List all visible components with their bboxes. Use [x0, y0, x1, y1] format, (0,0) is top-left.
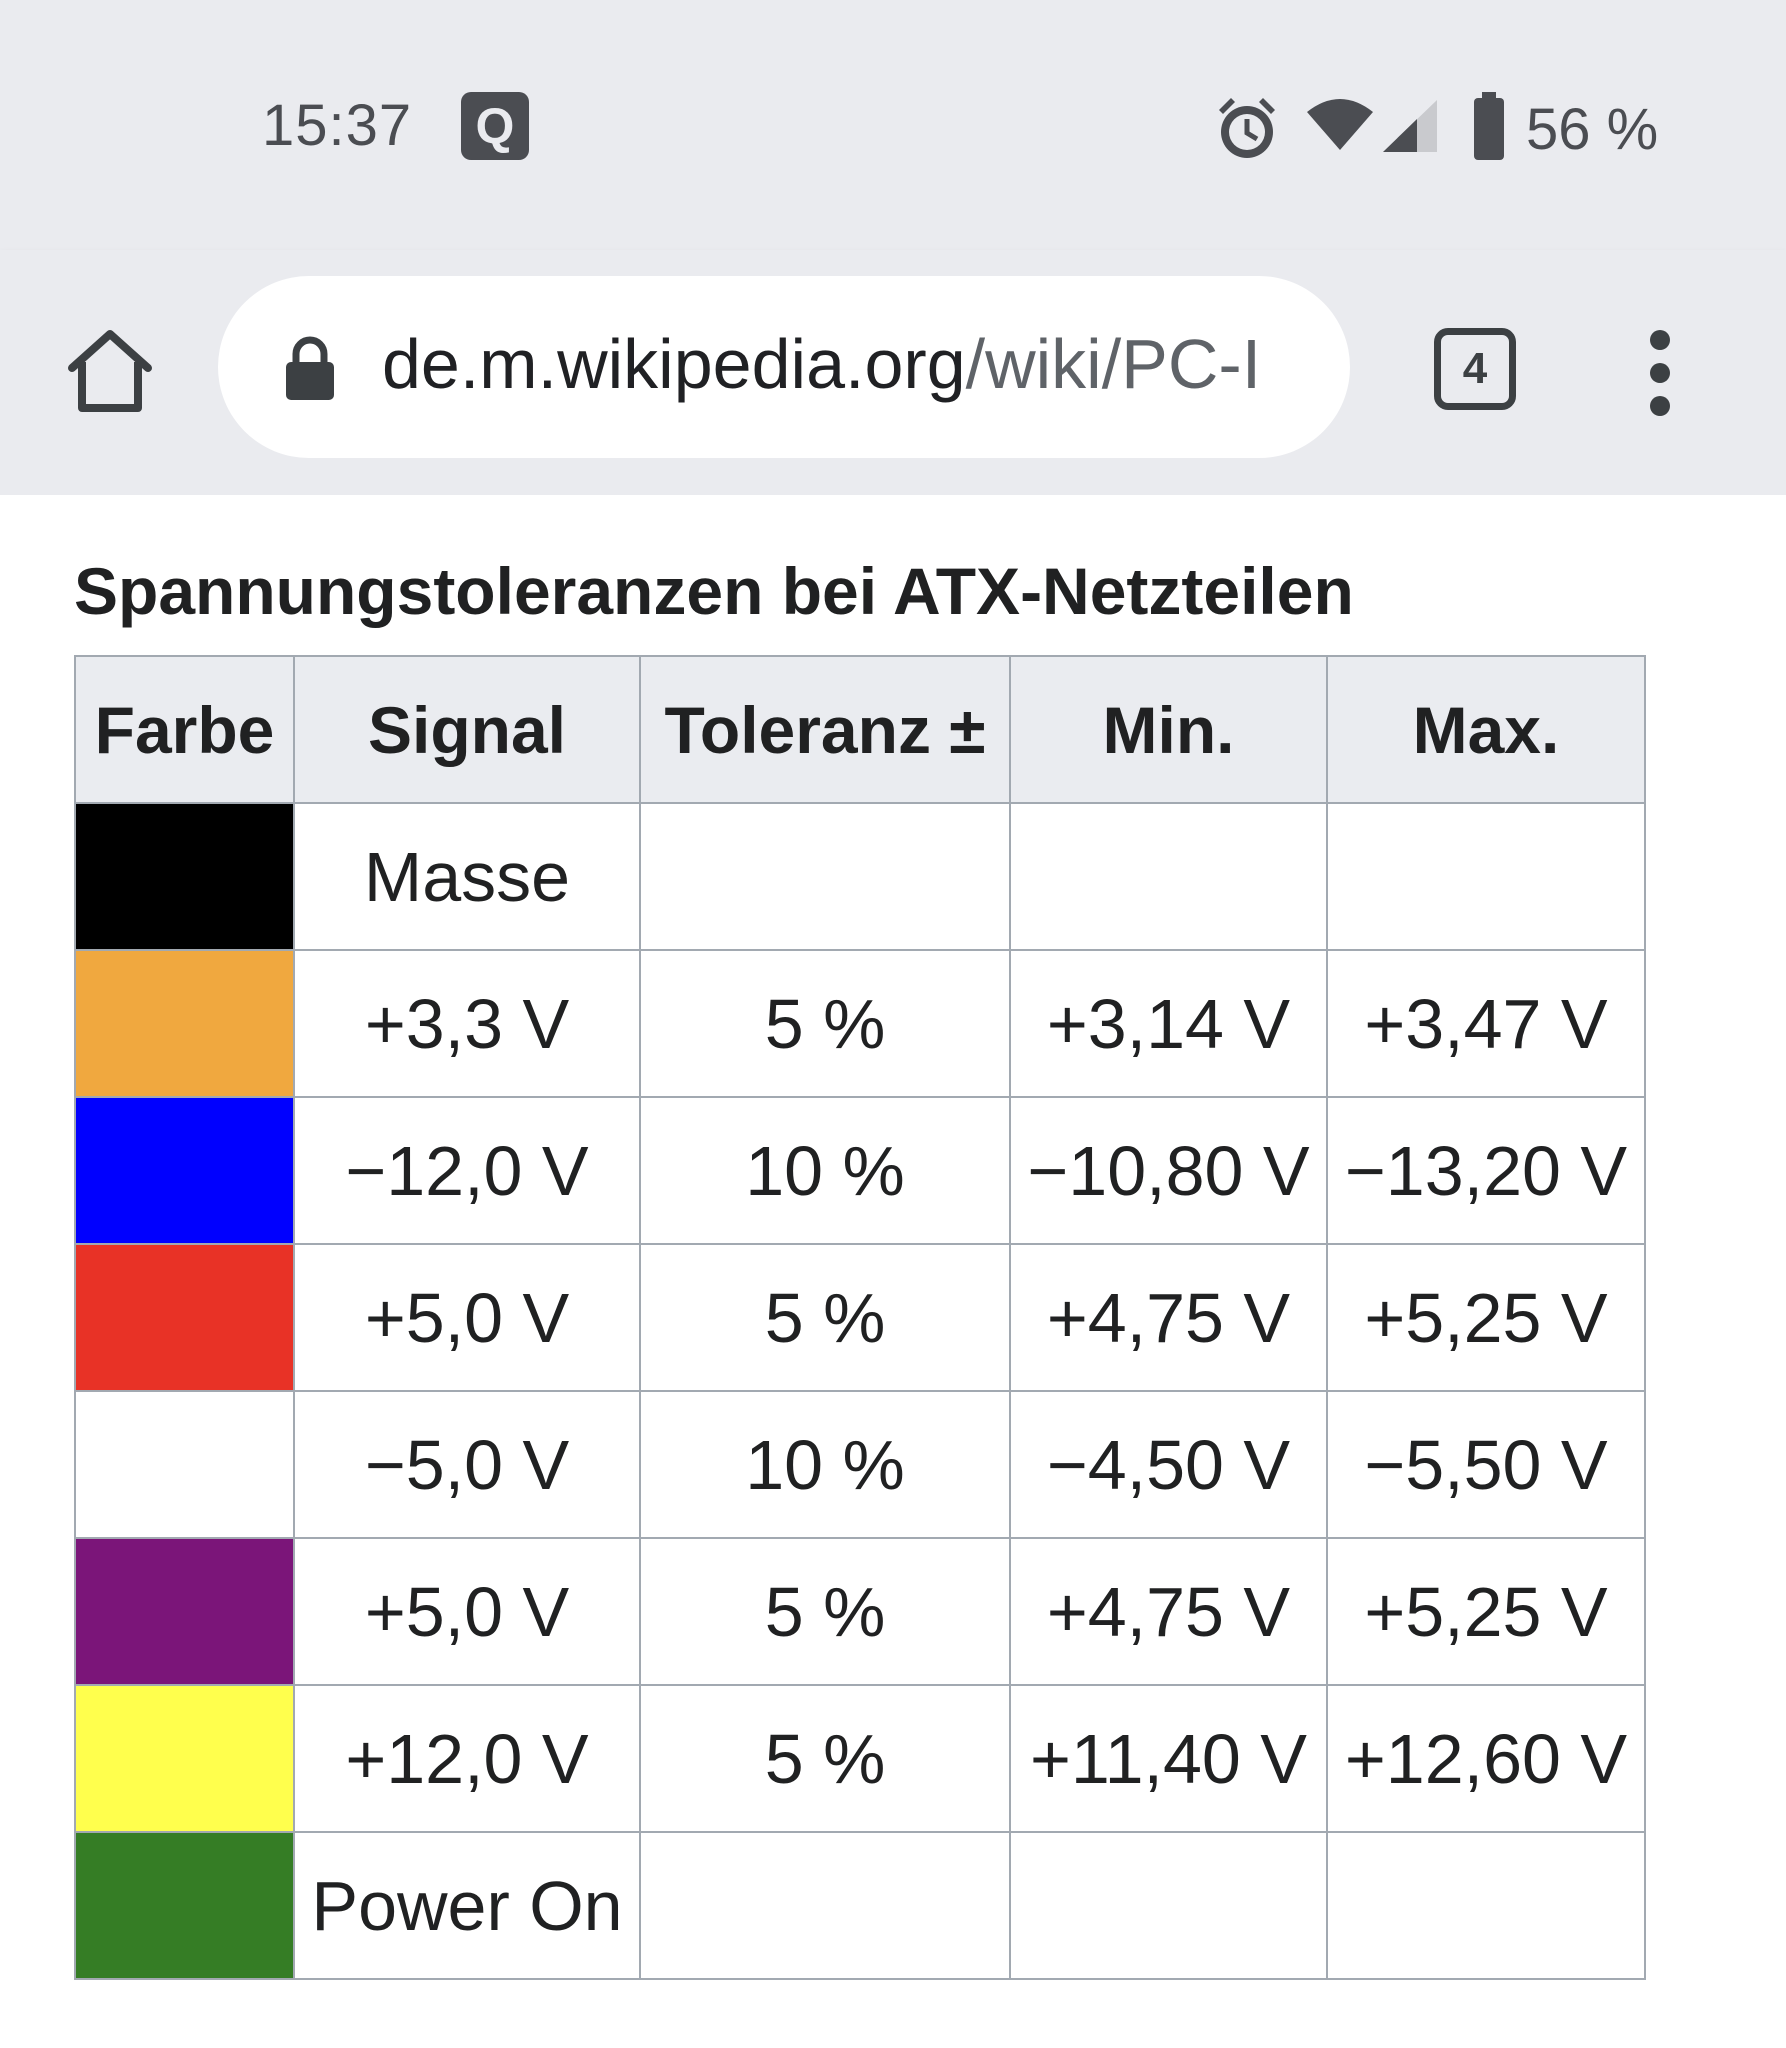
tolerance-cell	[639, 1831, 1011, 1980]
min-cell	[1009, 1831, 1328, 1980]
min-cell: −4,50 V	[1009, 1390, 1328, 1539]
tolerance-cell: 5 %	[639, 949, 1011, 1098]
more-options-icon[interactable]	[1640, 328, 1680, 418]
color-swatch	[74, 1537, 295, 1686]
header-farbe: Farbe	[74, 655, 295, 804]
url-text[interactable]: de.m.wikipedia.org/wiki/PC-I	[382, 324, 1261, 404]
table-row: Masse	[74, 802, 1646, 951]
color-swatch	[74, 1243, 295, 1392]
table-caption: Spannungstoleranzen bei ATX-Netzteilen	[74, 554, 1354, 628]
min-cell: −10,80 V	[1009, 1096, 1328, 1245]
max-cell: +5,25 V	[1326, 1243, 1646, 1392]
max-cell	[1326, 1831, 1646, 1980]
min-cell	[1009, 802, 1328, 951]
table-row: −5,0 V 10 % −4,50 V −5,50 V	[74, 1390, 1646, 1539]
alarm-icon	[1219, 98, 1275, 158]
signal-cell: +3,3 V	[293, 949, 641, 1098]
table-row: −12,0 V 10 % −10,80 V −13,20 V	[74, 1096, 1646, 1245]
url-path: /wiki/PC-I	[965, 325, 1262, 403]
table-row: +5,0 V 5 % +4,75 V +5,25 V	[74, 1537, 1646, 1686]
status-bar: 15:37 Q 56 %	[0, 0, 1786, 250]
tolerance-cell	[639, 802, 1011, 951]
max-cell: +3,47 V	[1326, 949, 1646, 1098]
tab-switcher-button[interactable]: 4	[1434, 328, 1516, 410]
signal-icon	[1383, 100, 1437, 152]
status-icons	[1219, 98, 1437, 158]
tolerance-cell: 10 %	[639, 1096, 1011, 1245]
min-cell: +3,14 V	[1009, 949, 1328, 1098]
tolerance-cell: 5 %	[639, 1243, 1011, 1392]
lock-icon	[286, 336, 334, 400]
signal-cell: Power On	[293, 1831, 641, 1980]
max-cell: +5,25 V	[1326, 1537, 1646, 1686]
signal-cell: +5,0 V	[293, 1537, 641, 1686]
table-row: Power On	[74, 1831, 1646, 1980]
color-swatch	[74, 1684, 295, 1833]
color-swatch	[74, 1096, 295, 1245]
header-toleranz: Toleranz ±	[639, 655, 1011, 804]
voltage-tolerance-table: Farbe Signal Toleranz ± Min. Max. Masse …	[74, 655, 1646, 1980]
battery-icon	[1474, 92, 1504, 160]
color-swatch	[74, 949, 295, 1098]
home-icon[interactable]	[62, 322, 158, 418]
max-cell: −5,50 V	[1326, 1390, 1646, 1539]
signal-cell: +5,0 V	[293, 1243, 641, 1392]
wifi-icon	[1307, 99, 1373, 150]
tolerance-cell: 10 %	[639, 1390, 1011, 1539]
header-signal: Signal	[293, 655, 641, 804]
table-row: +12,0 V 5 % +11,40 V +12,60 V	[74, 1684, 1646, 1833]
page-content: Spannungstoleranzen bei ATX-Netzteilen F…	[0, 495, 1786, 2048]
color-swatch	[74, 1390, 295, 1539]
status-time: 15:37	[262, 93, 413, 158]
signal-cell: Masse	[293, 802, 641, 951]
min-cell: +4,75 V	[1009, 1243, 1328, 1392]
header-max: Max.	[1326, 655, 1646, 804]
signal-cell: −5,0 V	[293, 1390, 641, 1539]
tolerance-cell: 5 %	[639, 1684, 1011, 1833]
tolerance-cell: 5 %	[639, 1537, 1011, 1686]
max-cell	[1326, 802, 1646, 951]
min-cell: +11,40 V	[1009, 1684, 1328, 1833]
header-min: Min.	[1009, 655, 1328, 804]
signal-cell: +12,0 V	[293, 1684, 641, 1833]
max-cell: +12,60 V	[1326, 1684, 1646, 1833]
address-bar[interactable]: de.m.wikipedia.org/wiki/PC-I	[218, 276, 1350, 458]
max-cell: −13,20 V	[1326, 1096, 1646, 1245]
min-cell: +4,75 V	[1009, 1537, 1328, 1686]
url-host: de.m.wikipedia.org	[382, 325, 966, 403]
notification-app-icon: Q	[461, 92, 529, 160]
signal-cell: −12,0 V	[293, 1096, 641, 1245]
color-swatch	[74, 802, 295, 951]
table-row: +5,0 V 5 % +4,75 V +5,25 V	[74, 1243, 1646, 1392]
color-swatch	[74, 1831, 295, 1980]
table-row: +3,3 V 5 % +3,14 V +3,47 V	[74, 949, 1646, 1098]
browser-toolbar: de.m.wikipedia.org/wiki/PC-I 4	[0, 250, 1786, 495]
table-header-row: Farbe Signal Toleranz ± Min. Max.	[74, 655, 1646, 804]
battery-percentage: 56 %	[1526, 97, 1659, 162]
